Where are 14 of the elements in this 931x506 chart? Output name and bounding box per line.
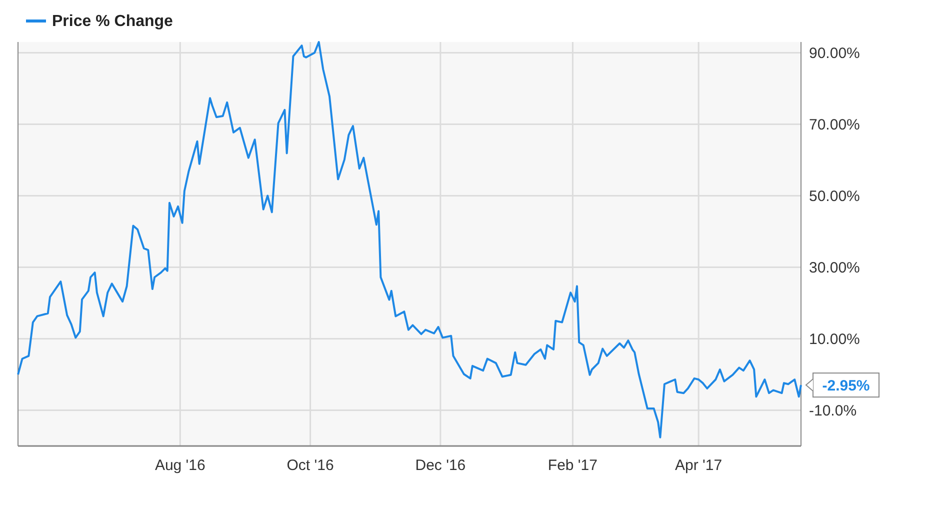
y-tick-label: 10.00% bbox=[809, 330, 860, 348]
x-tick-label: Oct '16 bbox=[286, 457, 334, 474]
y-tick-label: 50.00% bbox=[809, 188, 860, 205]
y-tick-label: -10.0% bbox=[809, 402, 857, 420]
y-tick-label: 30.00% bbox=[809, 259, 860, 276]
x-tick-label: Aug '16 bbox=[154, 457, 206, 474]
x-tick-label: Dec '16 bbox=[415, 457, 466, 474]
line-series bbox=[17, 41, 802, 438]
y-tick-label: 70.00% bbox=[809, 116, 860, 134]
y-tick-label: 90.00% bbox=[809, 44, 860, 62]
x-tick-label: Apr '17 bbox=[675, 457, 722, 474]
legend-label: Price % Change bbox=[52, 13, 174, 30]
x-tick-label: Feb '17 bbox=[548, 457, 598, 474]
annotation: -2.95% bbox=[822, 377, 870, 394]
